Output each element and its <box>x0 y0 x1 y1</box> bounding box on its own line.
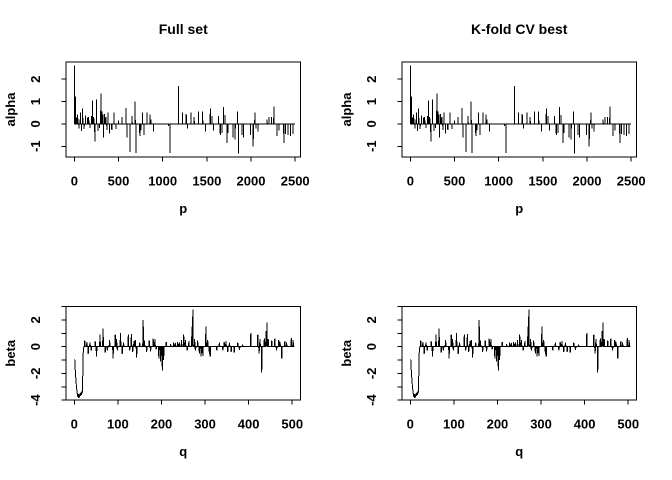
x-tick-label: 400 <box>574 417 596 432</box>
x-tick-label: 0 <box>71 417 78 432</box>
plot-box <box>401 61 637 158</box>
panel-kfold-cv-beta: 0 100 200 300 400 500 -4 -2 0 2 q beta <box>339 306 639 459</box>
x-tick-label: 300 <box>194 417 216 432</box>
y-tick-label: 2 <box>364 316 379 323</box>
y-tick-label: 2 <box>364 76 379 83</box>
y-axis-label: beta <box>3 339 18 367</box>
plot-box <box>401 306 637 401</box>
x-tick-label: 200 <box>151 417 173 432</box>
y-axis-label: alpha <box>3 92 18 127</box>
data-series <box>73 65 296 154</box>
data-series <box>74 309 295 399</box>
y-tick-label: -1 <box>364 140 379 152</box>
y-tick-label: 1 <box>28 98 43 105</box>
x-tick-label: 0 <box>407 174 414 189</box>
plot-box <box>65 61 301 158</box>
y-tick-label: -1 <box>28 140 43 152</box>
y-axis-label: beta <box>339 339 354 367</box>
y-tick-label: 0 <box>364 120 379 127</box>
x-tick-label: 0 <box>71 174 78 189</box>
y-tick-label: -4 <box>28 394 43 406</box>
data-series <box>409 65 632 154</box>
y-tick-label: 0 <box>28 120 43 127</box>
x-tick-label: 2500 <box>281 174 310 189</box>
x-tick-label: 2000 <box>573 174 602 189</box>
x-axis-label: p <box>179 201 187 216</box>
y-tick-label: 2 <box>28 316 43 323</box>
panel-full-set-beta: 0 100 200 300 400 500 -4 -2 0 2 q beta <box>3 306 303 459</box>
x-tick-label: 1500 <box>192 174 221 189</box>
y-tick-label: 1 <box>364 98 379 105</box>
plot-title: K-fold CV best <box>471 21 568 37</box>
x-tick-label: 100 <box>443 417 465 432</box>
x-tick-label: 200 <box>487 417 509 432</box>
y-tick-label: 2 <box>28 76 43 83</box>
x-tick-label: 2000 <box>237 174 266 189</box>
plot-box <box>65 306 301 401</box>
y-tick-label: 0 <box>28 343 43 350</box>
y-tick-label: -2 <box>28 368 43 380</box>
plot-title: Full set <box>159 21 208 37</box>
panel-kfold-cv-alpha: K-fold CV best 0 500 1000 1500 2000 2500 -1 0 1 2 p… <box>339 21 646 216</box>
x-tick-label: 1000 <box>148 174 177 189</box>
x-tick-label: 300 <box>530 417 552 432</box>
x-tick-label: 500 <box>108 174 130 189</box>
x-axis-label: q <box>179 444 187 459</box>
x-tick-label: 0 <box>407 417 414 432</box>
x-tick-label: 1500 <box>528 174 557 189</box>
x-tick-label: 100 <box>107 417 129 432</box>
x-tick-label: 1000 <box>484 174 513 189</box>
x-tick-label: 400 <box>238 417 260 432</box>
x-axis-label: p <box>515 201 523 216</box>
x-tick-label: 500 <box>281 417 303 432</box>
x-tick-label: 500 <box>617 417 639 432</box>
y-tick-label: -2 <box>364 368 379 380</box>
y-tick-label: 0 <box>364 343 379 350</box>
y-tick-label: -4 <box>364 394 379 406</box>
x-tick-label: 500 <box>444 174 466 189</box>
panel-full-set-alpha: Full set 0 500 1000 1500 2000 2500 -1 0 1 2 p alpha <box>3 21 310 216</box>
y-axis-label: alpha <box>339 92 354 127</box>
data-series <box>410 309 631 399</box>
x-axis-label: q <box>515 444 523 459</box>
x-tick-label: 2500 <box>617 174 646 189</box>
